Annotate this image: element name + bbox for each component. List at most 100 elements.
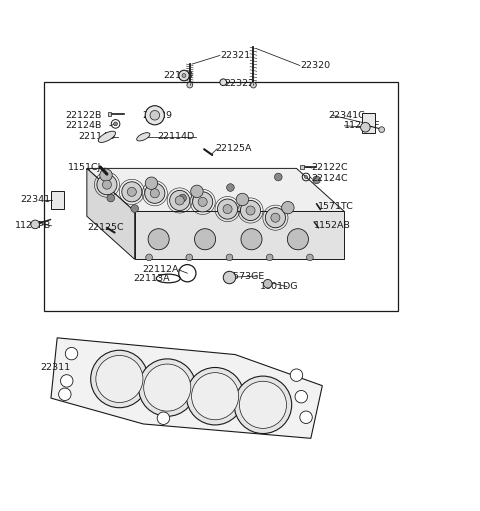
Text: 22124C: 22124C xyxy=(311,174,348,183)
Circle shape xyxy=(223,204,232,214)
Circle shape xyxy=(107,194,115,202)
Circle shape xyxy=(234,376,292,433)
Circle shape xyxy=(97,175,117,195)
Circle shape xyxy=(102,180,111,189)
Circle shape xyxy=(122,182,142,202)
Circle shape xyxy=(300,411,312,424)
FancyBboxPatch shape xyxy=(361,113,375,133)
Circle shape xyxy=(305,176,308,178)
Text: 22341C: 22341C xyxy=(328,111,365,120)
Circle shape xyxy=(59,388,71,401)
Circle shape xyxy=(227,184,234,191)
Circle shape xyxy=(114,122,118,126)
Circle shape xyxy=(175,196,184,205)
Circle shape xyxy=(182,74,186,78)
Circle shape xyxy=(313,176,321,184)
Circle shape xyxy=(240,381,287,428)
Circle shape xyxy=(240,200,261,221)
Circle shape xyxy=(145,106,164,125)
Circle shape xyxy=(379,127,384,132)
Bar xyxy=(44,82,398,311)
Circle shape xyxy=(360,123,370,132)
Circle shape xyxy=(275,173,282,181)
Circle shape xyxy=(91,350,148,408)
Text: 1125GF: 1125GF xyxy=(344,121,381,130)
Circle shape xyxy=(198,197,207,206)
Text: 22321: 22321 xyxy=(220,51,250,60)
Circle shape xyxy=(31,220,39,229)
Bar xyxy=(300,165,304,169)
Ellipse shape xyxy=(137,133,150,141)
Text: 1571TC: 1571TC xyxy=(318,202,353,211)
Polygon shape xyxy=(87,169,135,259)
Text: 22122B: 22122B xyxy=(65,111,102,120)
Circle shape xyxy=(131,205,139,213)
Circle shape xyxy=(60,375,73,387)
Circle shape xyxy=(192,192,213,212)
Circle shape xyxy=(186,367,244,425)
Circle shape xyxy=(169,191,190,211)
Circle shape xyxy=(246,206,255,215)
Circle shape xyxy=(157,412,169,425)
Text: 22311: 22311 xyxy=(40,362,70,371)
Polygon shape xyxy=(87,169,344,212)
Circle shape xyxy=(307,254,313,261)
Circle shape xyxy=(179,71,189,81)
Text: 22114D: 22114D xyxy=(157,132,195,142)
Circle shape xyxy=(146,254,153,261)
Bar xyxy=(108,112,111,116)
Text: 1601DG: 1601DG xyxy=(260,282,299,291)
Circle shape xyxy=(217,199,238,219)
Text: 22129: 22129 xyxy=(142,111,172,120)
Circle shape xyxy=(271,213,280,222)
Circle shape xyxy=(191,185,203,198)
Circle shape xyxy=(288,229,309,250)
Text: 22124B: 22124B xyxy=(65,121,102,130)
Text: 1151CJ: 1151CJ xyxy=(68,164,101,172)
Circle shape xyxy=(223,271,236,284)
Circle shape xyxy=(192,373,239,420)
Text: 22341D: 22341D xyxy=(20,195,57,203)
Circle shape xyxy=(65,347,78,360)
Text: 22125A: 22125A xyxy=(215,144,252,153)
Circle shape xyxy=(150,110,159,120)
Circle shape xyxy=(220,79,227,86)
Circle shape xyxy=(186,254,192,261)
Text: 22125C: 22125C xyxy=(87,223,123,232)
Polygon shape xyxy=(51,338,323,438)
Circle shape xyxy=(290,369,303,381)
Circle shape xyxy=(251,82,256,88)
Text: 22122C: 22122C xyxy=(311,164,348,172)
Text: 22112A: 22112A xyxy=(142,265,179,274)
Circle shape xyxy=(226,254,233,261)
Circle shape xyxy=(127,188,136,196)
Circle shape xyxy=(265,207,286,228)
Circle shape xyxy=(145,177,157,190)
Polygon shape xyxy=(135,212,344,259)
Text: 1152AB: 1152AB xyxy=(314,221,351,230)
Text: 22322: 22322 xyxy=(225,79,255,88)
Text: 1123PB: 1123PB xyxy=(15,221,51,230)
Text: 1573GE: 1573GE xyxy=(228,271,265,281)
Circle shape xyxy=(144,364,191,411)
Circle shape xyxy=(282,201,294,214)
Circle shape xyxy=(236,193,249,206)
Circle shape xyxy=(194,229,216,250)
Circle shape xyxy=(139,359,196,416)
Circle shape xyxy=(241,229,262,250)
Ellipse shape xyxy=(98,131,116,143)
Circle shape xyxy=(148,229,169,250)
Text: 22320: 22320 xyxy=(300,61,330,70)
Circle shape xyxy=(100,169,112,181)
Text: 22113A: 22113A xyxy=(134,274,170,283)
Circle shape xyxy=(295,390,308,403)
Circle shape xyxy=(179,194,186,202)
Text: 22114D: 22114D xyxy=(78,132,116,142)
FancyBboxPatch shape xyxy=(51,191,64,208)
Circle shape xyxy=(264,280,272,288)
Circle shape xyxy=(150,189,159,198)
Circle shape xyxy=(145,183,165,203)
Text: 22100: 22100 xyxy=(163,71,193,80)
Circle shape xyxy=(96,356,143,403)
Circle shape xyxy=(187,82,192,88)
